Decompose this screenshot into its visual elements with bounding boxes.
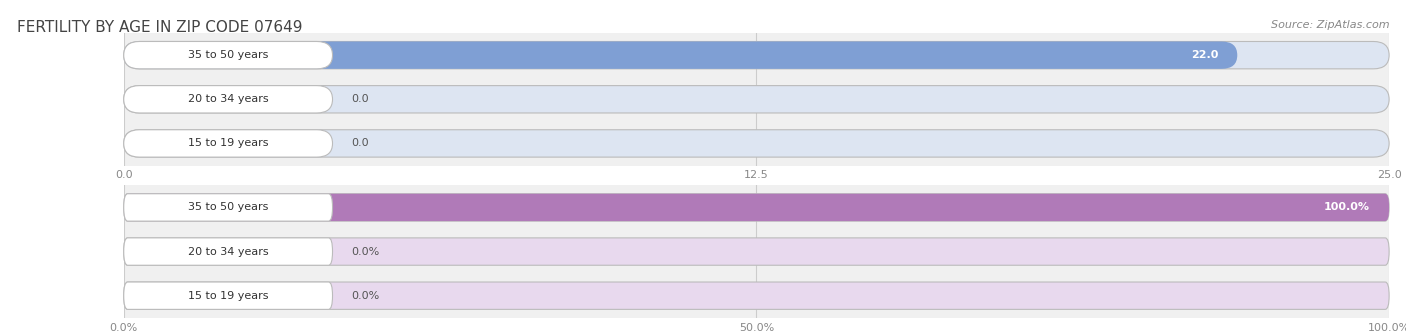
Text: 0.0%: 0.0% <box>352 291 380 301</box>
Text: Source: ZipAtlas.com: Source: ZipAtlas.com <box>1271 20 1389 30</box>
FancyBboxPatch shape <box>124 282 332 309</box>
Text: 0.0: 0.0 <box>352 94 370 104</box>
FancyBboxPatch shape <box>124 238 332 265</box>
FancyBboxPatch shape <box>124 86 1389 113</box>
FancyBboxPatch shape <box>124 86 332 113</box>
FancyBboxPatch shape <box>124 41 332 69</box>
FancyBboxPatch shape <box>124 194 332 221</box>
Text: FERTILITY BY AGE IN ZIP CODE 07649: FERTILITY BY AGE IN ZIP CODE 07649 <box>17 20 302 35</box>
Text: 35 to 50 years: 35 to 50 years <box>188 50 269 60</box>
Text: 0.0: 0.0 <box>352 138 370 148</box>
FancyBboxPatch shape <box>124 194 1389 221</box>
Text: 20 to 34 years: 20 to 34 years <box>188 94 269 104</box>
Text: 20 to 34 years: 20 to 34 years <box>188 247 269 257</box>
Text: 22.0: 22.0 <box>1191 50 1218 60</box>
FancyBboxPatch shape <box>124 194 1389 221</box>
Text: 35 to 50 years: 35 to 50 years <box>188 203 269 213</box>
FancyBboxPatch shape <box>124 130 332 157</box>
Text: 15 to 19 years: 15 to 19 years <box>188 138 269 148</box>
FancyBboxPatch shape <box>124 238 1389 265</box>
FancyBboxPatch shape <box>124 130 1389 157</box>
Text: 100.0%: 100.0% <box>1324 203 1369 213</box>
FancyBboxPatch shape <box>124 41 1237 69</box>
Text: 0.0%: 0.0% <box>352 247 380 257</box>
Text: 15 to 19 years: 15 to 19 years <box>188 291 269 301</box>
FancyBboxPatch shape <box>124 41 1389 69</box>
FancyBboxPatch shape <box>124 282 1389 309</box>
